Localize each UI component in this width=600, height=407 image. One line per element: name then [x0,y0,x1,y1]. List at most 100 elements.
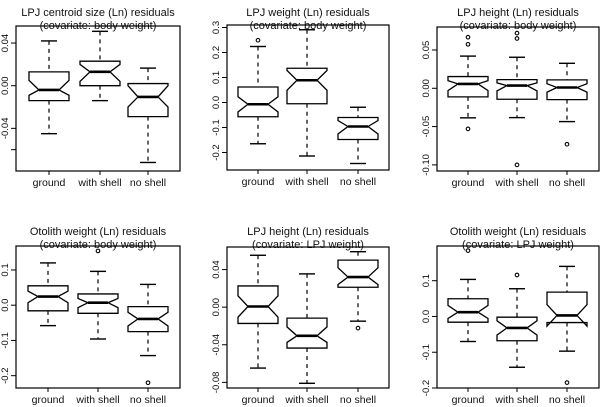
notched-box [496,78,538,100]
panel-title: LPJ height (Ln) residuals [247,226,369,238]
notched-box [286,317,328,349]
outlier-point [564,141,570,147]
outlier-point [465,34,471,40]
outlier-point [514,36,520,41]
y-tick-label: -0.05 [421,116,432,138]
y-tick-label: 0.00 [0,76,11,95]
box-ground [28,40,70,135]
outlier-point [465,126,471,132]
plot-frame [436,245,600,389]
outlier-point [564,380,570,385]
outlier-point [255,37,261,43]
y-tick-label: -0.1 [421,344,432,360]
y-tick-label: 0.3 [211,21,222,34]
y-tick-label: 0.04 [211,260,222,279]
notched-box [237,285,279,325]
panel-title: LPJ height (Ln) residuals [457,7,579,19]
notched-box [546,79,588,101]
box-ground [27,262,69,327]
panel-title: (covariate: LPJ weight) [462,239,574,251]
x-category-label: no shell [340,394,376,406]
box-with-shell [286,273,328,384]
y-tick-label: -0.04 [211,334,222,356]
x-category-label: ground [242,394,275,406]
notched-box [546,291,588,328]
notched-box [237,86,279,118]
plot-frame [226,246,390,389]
boxplot-panel: LPJ centroid size (Ln) residuals(covaria… [0,7,181,189]
y-tick-label: -0.2 [421,380,432,396]
box-no-shell [546,62,588,147]
outlier-point [514,272,520,278]
x-category-label: no shell [340,176,376,188]
x-category-label: ground [32,394,65,406]
box-ground [447,34,489,132]
y-tick-label: 0.0 [211,96,222,109]
notched-box [127,82,169,118]
outlier-point [95,248,101,254]
box-no-shell [127,67,169,164]
boxplot-panel: LPJ height (Ln) residuals(covariate: LPJ… [211,226,390,406]
notched-box [28,71,70,102]
panel-title: Otolith weight (Ln) residuals [30,226,167,238]
x-category-label: with shell [77,177,121,189]
box-with-shell [77,248,119,340]
notched-box [286,67,328,105]
y-tick-label: 0.0 [421,310,432,323]
y-tick-label: 0.00 [211,298,222,317]
outlier-point [514,162,520,168]
outlier-point [355,325,361,331]
box-ground [237,254,279,369]
x-category-label: ground [452,177,485,189]
x-category-label: no shell [549,394,585,406]
y-tick-label: 0.00 [421,79,432,98]
notched-box [27,285,69,312]
x-category-label: with shell [284,176,328,188]
box-with-shell [496,30,538,168]
x-category-label: with shell [75,394,119,406]
plot-frame [15,25,181,172]
box-no-shell [546,265,588,385]
panel-title: LPJ centroid size (Ln) residuals [21,7,175,19]
x-category-label: with shell [284,394,328,406]
box-with-shell [496,272,538,368]
panel-title: Otolith weight (Ln) residuals [450,226,587,238]
x-category-label: with shell [494,177,538,189]
notched-box [337,116,379,141]
box-with-shell [79,30,121,102]
y-tick-label: -0.1 [0,332,11,348]
box-with-shell [286,29,328,157]
y-tick-label: 0.0 [0,299,11,312]
x-category-label: ground [452,394,485,406]
boxplot-panel: Otolith weight (Ln) residuals(covariate:… [421,226,600,406]
box-no-shell [337,250,379,331]
panel-title: (covariate: LPJ weight) [252,239,364,251]
y-tick-label: 0.1 [0,263,11,276]
y-tick-label: -0.10 [421,154,432,176]
y-tick-label: -0.2 [0,367,11,383]
y-tick-label: 0.1 [421,274,432,287]
outlier-point [465,248,471,253]
y-tick-label: 0.05 [421,41,432,60]
outlier-point [465,41,471,47]
y-tick-label: -0.2 [211,144,222,160]
y-tick-label: -0.1 [211,119,222,135]
y-tick-label: 0.2 [211,46,222,59]
y-tick-label: -0.08 [211,372,222,394]
outlier-point [145,380,151,386]
y-tick-label: -0.04 [0,118,11,140]
boxplot-panel: LPJ height (Ln) residuals(covariate: bod… [421,7,600,189]
x-category-label: ground [242,176,275,188]
box-no-shell [127,283,169,386]
box-ground [237,37,279,145]
notched-box [79,60,121,87]
plot-frame [226,24,390,171]
x-category-label: no shell [130,394,166,406]
boxplot-panel: Otolith weight (Ln) residuals(covariate:… [0,226,181,406]
panel-title: (covariate: body weight) [40,239,157,251]
notched-box [447,298,489,323]
x-category-label: with shell [494,394,538,406]
boxplot-panel: LPJ weight (Ln) residuals(covariate: bod… [211,7,390,188]
x-category-label: no shell [130,177,166,189]
